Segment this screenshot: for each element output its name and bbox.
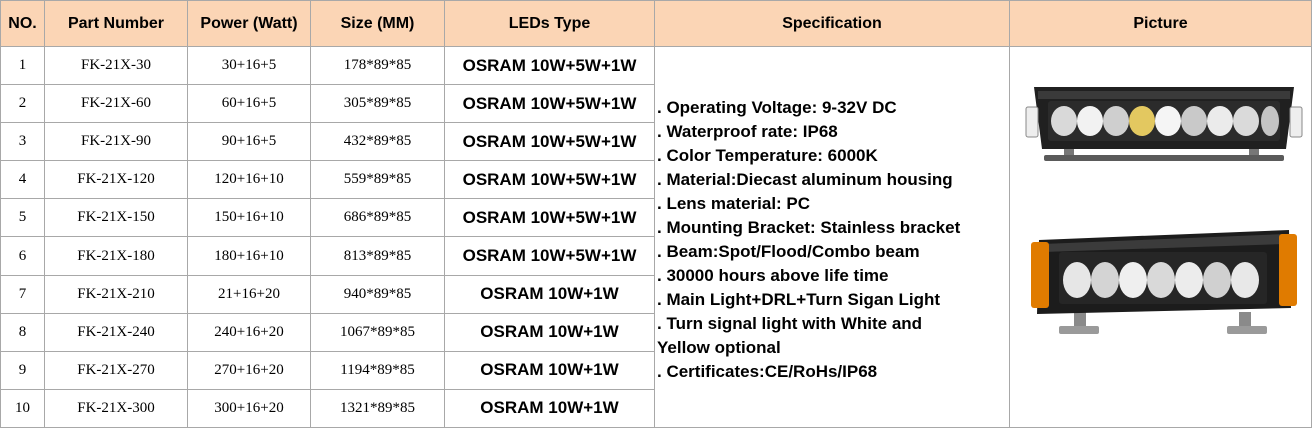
cell-leds-type: OSRAM 10W+1W — [444, 388, 655, 429]
cell-part-number: FK-21X-300 — [44, 388, 188, 429]
cell-power: 21+16+20 — [187, 274, 311, 314]
table-row: 1 FK-21X-30 30+16+5 178*89*85 OSRAM 10W+… — [0, 45, 1312, 428]
cell-no: 5 — [0, 198, 45, 238]
cell-size: 559*89*85 — [310, 160, 445, 200]
spec-line: . Lens material: PC — [657, 194, 811, 213]
cell-part-number: FK-21X-90 — [44, 122, 188, 162]
cell-size: 1194*89*85 — [310, 350, 445, 390]
spec-line: . Beam:Spot/Flood/Combo beam — [657, 242, 920, 261]
cell-leds-type: OSRAM 10W+5W+1W — [444, 122, 655, 162]
cell-no: 2 — [0, 84, 45, 124]
header-size: Size (MM) — [310, 0, 445, 47]
spec-line: Yellow optional — [657, 338, 781, 357]
cell-leds-type: OSRAM 10W+5W+1W — [444, 45, 655, 86]
header-specification: Specification — [654, 0, 1010, 47]
led-light-bar-white-drl-icon — [1025, 87, 1302, 161]
led-light-bar-amber-signal-icon — [1030, 230, 1297, 334]
header-row: NO. Part Number Power (Watt) Size (MM) L… — [0, 0, 1312, 47]
table-row: 6 FK-21X-180 180+16+10 813*89*85 OSRAM 1… — [0, 236, 1312, 276]
cell-no: 9 — [0, 350, 45, 390]
cell-size: 813*89*85 — [310, 236, 445, 276]
cell-no: 6 — [0, 236, 45, 276]
cell-size: 1067*89*85 — [310, 312, 445, 352]
spec-line: . Turn signal light with White and — [657, 314, 923, 333]
spec-line: . 30000 hours above life time — [657, 266, 889, 285]
cell-size: 178*89*85 — [310, 45, 445, 86]
table-row: 4 FK-21X-120 120+16+10 559*89*85 OSRAM 1… — [0, 160, 1312, 200]
table-row: 2 FK-21X-60 60+16+5 305*89*85 OSRAM 10W+… — [0, 84, 1312, 124]
cell-power: 30+16+5 — [187, 45, 311, 86]
cell-power: 150+16+10 — [187, 198, 311, 238]
spec-line: . Main Light+DRL+Turn Sigan Light — [657, 290, 940, 309]
spec-line: . Mounting Bracket: Stainless bracket — [657, 218, 961, 237]
cell-leds-type: OSRAM 10W+5W+1W — [444, 160, 655, 200]
cell-part-number: FK-21X-120 — [44, 160, 188, 200]
cell-power: 60+16+5 — [187, 84, 311, 124]
cell-leds-type: OSRAM 10W+1W — [444, 274, 655, 314]
table-row: 3 FK-21X-90 90+16+5 432*89*85 OSRAM 10W+… — [0, 122, 1312, 162]
spec-line: . Material:Diecast aluminum housing — [657, 170, 953, 189]
spec-line: . Certificates:CE/RoHs/IP68 — [657, 362, 878, 381]
cell-part-number: FK-21X-30 — [44, 45, 188, 86]
spec-line: . Operating Voltage: 9-32V DC — [657, 98, 897, 117]
cell-power: 270+16+20 — [187, 350, 311, 390]
cell-power: 300+16+20 — [187, 388, 311, 429]
header-part-number: Part Number — [44, 0, 188, 47]
table-row: 7 FK-21X-210 21+16+20 940*89*85 OSRAM 10… — [0, 274, 1312, 314]
cell-power: 180+16+10 — [187, 236, 311, 276]
cell-no: 8 — [0, 312, 45, 352]
cell-size: 305*89*85 — [310, 84, 445, 124]
cell-leds-type: OSRAM 10W+5W+1W — [444, 84, 655, 124]
cell-power: 120+16+10 — [187, 160, 311, 200]
table-row: 5 FK-21X-150 150+16+10 686*89*85 OSRAM 1… — [0, 198, 1312, 238]
spec-line: . Color Temperature: 6000K — [657, 146, 878, 165]
cell-no: 1 — [0, 45, 45, 86]
cell-no: 7 — [0, 274, 45, 314]
cell-leds-type: OSRAM 10W+1W — [444, 350, 655, 390]
header-no: NO. — [0, 0, 45, 47]
picture-cell — [1009, 46, 1312, 428]
cell-part-number: FK-21X-150 — [44, 198, 188, 238]
cell-part-number: FK-21X-60 — [44, 84, 188, 124]
cell-size: 1321*89*85 — [310, 388, 445, 429]
cell-no: 4 — [0, 160, 45, 200]
cell-size: 432*89*85 — [310, 122, 445, 162]
specification-cell: . Operating Voltage: 9-32V DC . Waterpro… — [654, 46, 1010, 428]
cell-power: 240+16+20 — [187, 312, 311, 352]
cell-leds-type: OSRAM 10W+1W — [444, 312, 655, 352]
cell-no: 3 — [0, 122, 45, 162]
cell-part-number: FK-21X-240 — [44, 312, 188, 352]
cell-no: 10 — [0, 388, 45, 429]
table-row: 10 FK-21X-300 300+16+20 1321*89*85 OSRAM… — [0, 388, 1312, 429]
spec-line: . Waterproof rate: IP68 — [657, 122, 838, 141]
cell-leds-type: OSRAM 10W+5W+1W — [444, 198, 655, 238]
header-power: Power (Watt) — [187, 0, 311, 47]
cell-part-number: FK-21X-210 — [44, 274, 188, 314]
cell-part-number: FK-21X-270 — [44, 350, 188, 390]
cell-power: 90+16+5 — [187, 122, 311, 162]
cell-size: 940*89*85 — [310, 274, 445, 314]
header-picture: Picture — [1009, 0, 1312, 47]
cell-part-number: FK-21X-180 — [44, 236, 188, 276]
header-leds-type: LEDs Type — [444, 0, 655, 47]
table-row: 8 FK-21X-240 240+16+20 1067*89*85 OSRAM … — [0, 312, 1312, 352]
cell-leds-type: OSRAM 10W+5W+1W — [444, 236, 655, 276]
cell-size: 686*89*85 — [310, 198, 445, 238]
